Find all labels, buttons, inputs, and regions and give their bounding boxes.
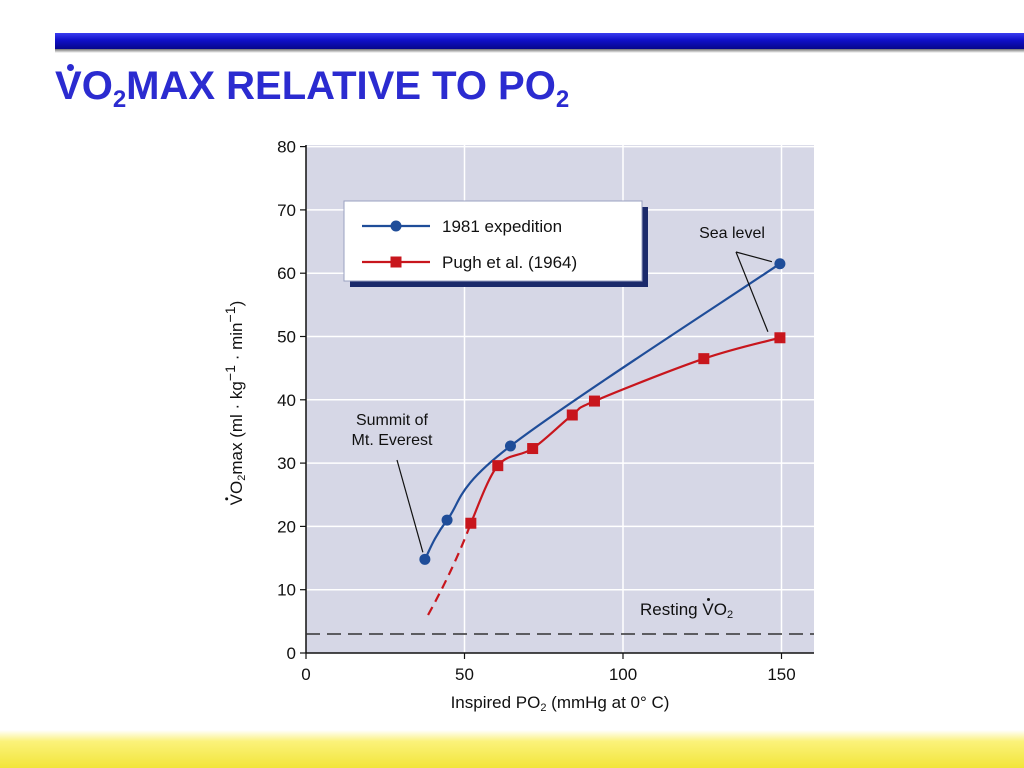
legend: 1981 expedition Pugh et al. (1964): [343, 200, 648, 287]
y-tick-label: 70: [277, 201, 296, 220]
data-point-pugh-1964: [566, 409, 578, 421]
y-label-part-2: max (ml · kg: [226, 381, 246, 475]
rest-label-sub: 2: [726, 609, 734, 621]
title-dot-letter: V: [55, 64, 82, 108]
data-point-1981-expedition: [419, 553, 431, 565]
annotation-pointer-sea-level-1981: [735, 251, 773, 263]
x-label-suffix: (mmHg at 0° C): [546, 693, 670, 712]
annotation-line: Summit of: [356, 412, 429, 429]
y-tick-label: 40: [277, 391, 296, 410]
resting-vo2-label: Resting VO2: [640, 598, 734, 621]
data-point-pugh-1964: [588, 395, 600, 407]
data-point-pugh-1964: [698, 353, 710, 365]
x-axis-label: Inspired PO2 (mmHg at 0° C): [306, 693, 814, 714]
title-accent-bar-shadow: [55, 49, 1024, 53]
y-tick-label: 60: [277, 264, 296, 283]
data-point-pugh-1964: [465, 517, 477, 529]
y-tick-label: 0: [287, 644, 296, 663]
y-label-sub: 2: [235, 474, 248, 481]
y-tick-label: 10: [277, 581, 296, 600]
y-tick-label: 20: [277, 517, 296, 536]
x-label-prefix: Inspired PO: [450, 693, 541, 712]
legend-marker-circle: [390, 220, 402, 232]
annotation-pointer-summit: [396, 459, 424, 553]
rest-label-part: O: [713, 600, 727, 619]
x-tick-label: 150: [767, 665, 795, 684]
rest-label-prefix: Resting: [640, 600, 703, 619]
series-extrapolation-pugh-1964: [427, 522, 472, 616]
y-axis-label-text: VO2max (ml · kg−1 · min−1): [223, 300, 248, 506]
rest-label-dot-letter: V: [702, 598, 714, 619]
x-tick-label: 100: [609, 665, 637, 684]
y-label-dot-letter: V: [226, 493, 246, 506]
x-label-sub: 2: [540, 702, 547, 714]
x-tick-label: 0: [301, 665, 310, 684]
legend-marker-square: [390, 256, 402, 268]
annotation-pointer-sea-level-pugh: [735, 251, 769, 332]
footer-band: [0, 730, 1024, 768]
y-tick-label: 30: [277, 454, 296, 473]
data-point-1981-expedition: [504, 440, 516, 452]
y-label-sup-2: −1: [223, 306, 240, 323]
y-label-sup-1: −1: [223, 364, 240, 382]
annotation-sea-level: Sea level: [699, 225, 765, 242]
title-part-2: MAX RELATIVE TO PO: [126, 64, 556, 108]
data-point-1981-expedition: [774, 258, 786, 270]
data-point-1981-expedition: [441, 514, 453, 526]
data-point-pugh-1964: [774, 332, 786, 344]
slide-title: VO2MAX RELATIVE TO PO2: [55, 62, 570, 113]
x-axis-label-text: Inspired PO2 (mmHg at 0° C): [450, 693, 670, 714]
annotation-summit-everest: Summit of Mt. Everest: [352, 412, 433, 449]
y-label-part-3: · min: [226, 322, 246, 365]
legend-label: 1981 expedition: [442, 217, 562, 236]
y-tick-label: 80: [277, 138, 296, 157]
title-subscript-2: 2: [555, 86, 570, 113]
title-part-1: O: [81, 64, 113, 108]
y-label-part-4: ): [226, 300, 246, 307]
y-tick-label: 50: [277, 328, 296, 347]
legend-label: Pugh et al. (1964): [442, 253, 577, 272]
title-subscript-1: 2: [112, 86, 127, 113]
annotation-line: Mt. Everest: [352, 432, 433, 449]
y-label-part-1: O: [226, 480, 246, 494]
legend-box: [343, 200, 643, 282]
title-accent-bar: [55, 33, 1024, 49]
data-point-pugh-1964: [492, 460, 504, 472]
x-tick-label: 50: [455, 665, 474, 684]
data-point-pugh-1964: [527, 443, 539, 455]
